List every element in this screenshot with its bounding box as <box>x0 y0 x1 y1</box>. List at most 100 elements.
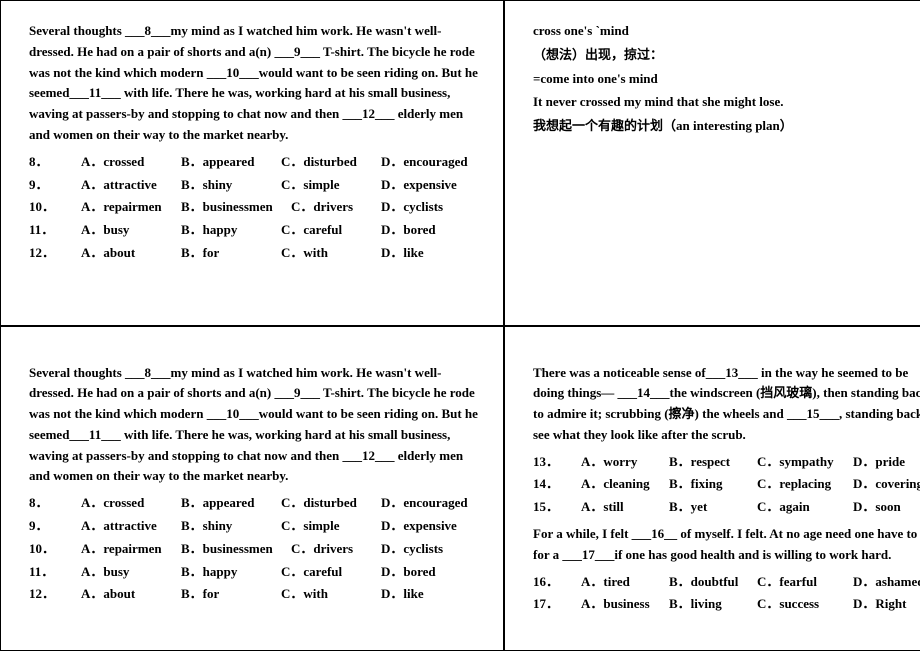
opt-d: D．Right <box>853 594 920 615</box>
opt-d: D．bored <box>381 220 481 241</box>
note-line: cross one's `mind <box>533 21 920 42</box>
cell-top-right: cross one's `mind （想法）出现，掠过： =come into … <box>504 0 920 326</box>
opt-d: D．cyclists <box>381 197 481 218</box>
cell-bottom-right: There was a noticeable sense of___13___ … <box>504 326 920 651</box>
opt-c: C．with <box>281 243 381 264</box>
passage-text: For a while, I felt ___16__ of myself. I… <box>533 524 920 566</box>
q-num: 12． <box>29 584 81 605</box>
passage-text: Several thoughts ___8___my mind as I wat… <box>29 363 481 488</box>
q-num: 15． <box>533 497 581 518</box>
opt-a: A．crossed <box>81 493 181 514</box>
opt-c: C．replacing <box>757 474 853 495</box>
passage-text: There was a noticeable sense of___13___ … <box>533 363 920 446</box>
note-line: 我想起一个有趣的计划（an interesting plan） <box>533 116 920 137</box>
q-num: 16． <box>533 572 581 593</box>
opt-d: D．like <box>381 243 481 264</box>
opt-b: B．businessmen <box>181 197 291 218</box>
question-12: 12． A．about B．for C．with D．like <box>29 243 481 264</box>
opt-c: C．drivers <box>291 539 381 560</box>
worksheet-grid: Several thoughts ___8___my mind as I wat… <box>0 0 920 651</box>
question-9: 9． A．attractive B．shiny C．simple D．expen… <box>29 175 481 196</box>
opt-b: B．appeared <box>181 493 281 514</box>
opt-a: A．worry <box>581 452 669 473</box>
question-11: 11． A．busy B．happy C．careful D．bored <box>29 562 481 583</box>
opt-c: C．success <box>757 594 853 615</box>
options-block: 13． A．worry B．respect C．sympathy D．pride… <box>533 452 920 518</box>
opt-a: A．about <box>81 243 181 264</box>
question-16: 16． A．tired B．doubtful C．fearful D．asham… <box>533 572 920 593</box>
opt-b: B．living <box>669 594 757 615</box>
opt-a: A．tired <box>581 572 669 593</box>
opt-b: B．shiny <box>181 175 281 196</box>
opt-d: D．bored <box>381 562 481 583</box>
opt-d: D．encouraged <box>381 152 481 173</box>
opt-d: D．cyclists <box>381 539 481 560</box>
opt-c: C．with <box>281 584 381 605</box>
options-block: 8． A．crossed B．appeared C．disturbed D．en… <box>29 493 481 605</box>
opt-a: A．attractive <box>81 516 181 537</box>
q-num: 8． <box>29 493 81 514</box>
opt-a: A．about <box>81 584 181 605</box>
q-num: 17． <box>533 594 581 615</box>
q-num: 10． <box>29 197 81 218</box>
options-block: 16． A．tired B．doubtful C．fearful D．asham… <box>533 572 920 616</box>
q-num: 9． <box>29 175 81 196</box>
opt-c: C．simple <box>281 175 381 196</box>
opt-a: A．cleaning <box>581 474 669 495</box>
note-line: =come into one's mind <box>533 69 920 90</box>
opt-b: B．fixing <box>669 474 757 495</box>
passage-text: Several thoughts ___8___my mind as I wat… <box>29 21 481 146</box>
opt-c: C．fearful <box>757 572 853 593</box>
opt-c: C．again <box>757 497 853 518</box>
question-14: 14． A．cleaning B．fixing C．replacing D．co… <box>533 474 920 495</box>
opt-b: B．yet <box>669 497 757 518</box>
cell-top-left: Several thoughts ___8___my mind as I wat… <box>0 0 504 326</box>
q-num: 11． <box>29 220 81 241</box>
opt-b: B．businessmen <box>181 539 291 560</box>
question-12: 12． A．about B．for C．with D．like <box>29 584 481 605</box>
cell-bottom-left: Several thoughts ___8___my mind as I wat… <box>0 326 504 651</box>
opt-b: B．respect <box>669 452 757 473</box>
opt-a: A．attractive <box>81 175 181 196</box>
question-17: 17． A．business B．living C．success D．Righ… <box>533 594 920 615</box>
q-num: 11． <box>29 562 81 583</box>
opt-a: A．repairmen <box>81 539 181 560</box>
opt-b: B．for <box>181 584 281 605</box>
question-15: 15． A．still B．yet C．again D．soon <box>533 497 920 518</box>
opt-d: D．covering <box>853 474 920 495</box>
opt-b: B．appeared <box>181 152 281 173</box>
note-line: It never crossed my mind that she might … <box>533 92 920 113</box>
opt-c: C．disturbed <box>281 493 381 514</box>
opt-a: A．still <box>581 497 669 518</box>
opt-c: C．disturbed <box>281 152 381 173</box>
opt-a: A．repairmen <box>81 197 181 218</box>
opt-b: B．happy <box>181 562 281 583</box>
opt-b: B．shiny <box>181 516 281 537</box>
opt-d: D．ashamed <box>853 572 920 593</box>
question-11: 11． A．busy B．happy C．careful D．bored <box>29 220 481 241</box>
question-8: 8． A．crossed B．appeared C．disturbed D．en… <box>29 152 481 173</box>
q-num: 12． <box>29 243 81 264</box>
opt-d: D．encouraged <box>381 493 481 514</box>
q-num: 13． <box>533 452 581 473</box>
opt-c: C．drivers <box>291 197 381 218</box>
opt-d: D．soon <box>853 497 920 518</box>
opt-d: D．expensive <box>381 175 481 196</box>
options-block: 8． A．crossed B．appeared C．disturbed D．en… <box>29 152 481 264</box>
opt-b: B．for <box>181 243 281 264</box>
question-13: 13． A．worry B．respect C．sympathy D．pride <box>533 452 920 473</box>
opt-c: C．careful <box>281 220 381 241</box>
opt-b: B．happy <box>181 220 281 241</box>
question-10: 10． A．repairmen B．businessmen C．drivers … <box>29 197 481 218</box>
q-num: 10． <box>29 539 81 560</box>
q-num: 14． <box>533 474 581 495</box>
opt-a: A．business <box>581 594 669 615</box>
opt-c: C．simple <box>281 516 381 537</box>
opt-d: D．expensive <box>381 516 481 537</box>
opt-c: C．careful <box>281 562 381 583</box>
question-8: 8． A．crossed B．appeared C．disturbed D．en… <box>29 493 481 514</box>
question-9: 9． A．attractive B．shiny C．simple D．expen… <box>29 516 481 537</box>
question-10: 10． A．repairmen B．businessmen C．drivers … <box>29 539 481 560</box>
opt-d: D．like <box>381 584 481 605</box>
opt-a: A．busy <box>81 220 181 241</box>
